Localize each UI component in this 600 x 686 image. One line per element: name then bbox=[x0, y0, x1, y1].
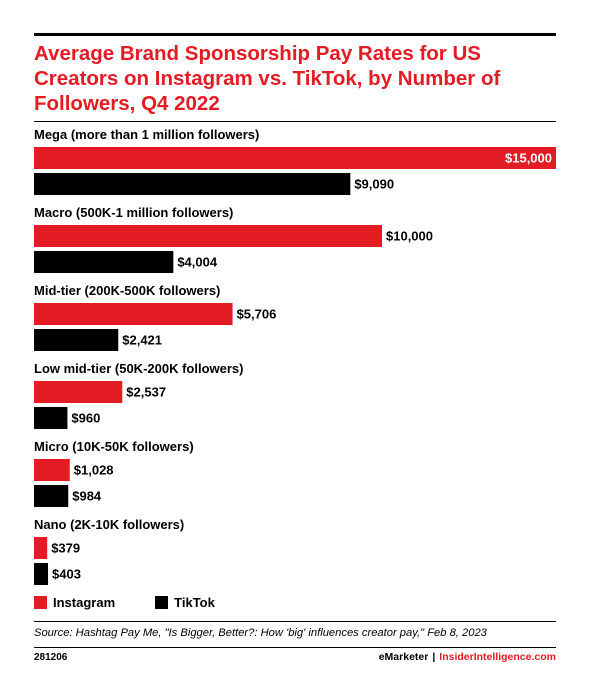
legend-swatch-instagram bbox=[34, 596, 47, 609]
bar-instagram-low bbox=[34, 381, 123, 403]
value-label-tiktok-nano: $403 bbox=[52, 567, 81, 582]
legend-item-tiktok: TikTok bbox=[155, 595, 215, 610]
legend-item-instagram: Instagram bbox=[34, 595, 115, 610]
bar-instagram-macro bbox=[34, 225, 382, 247]
value-label-tiktok-macro: $4,004 bbox=[177, 255, 218, 270]
value-label-tiktok-micro: $984 bbox=[72, 489, 102, 504]
chart-id: 281206 bbox=[34, 652, 68, 663]
category-label-mega: Mega (more than 1 million followers) bbox=[34, 127, 259, 142]
legend-label-tiktok: TikTok bbox=[174, 595, 215, 610]
bar-chart: Mega (more than 1 million followers) $15,… bbox=[34, 127, 556, 585]
category-label-low: Low mid-tier (50K-200K followers) bbox=[34, 361, 243, 376]
chart-title: Average Brand Sponsorship Pay Rates for … bbox=[34, 42, 501, 115]
bar-tiktok-micro bbox=[34, 485, 69, 507]
bar-tiktok-mega bbox=[34, 173, 351, 195]
bar-instagram-mega bbox=[34, 147, 556, 169]
credits: eMarketer | InsiderIntelligence.com bbox=[379, 651, 556, 663]
source-rule bbox=[34, 621, 556, 622]
value-label-instagram-macro: $10,000 bbox=[386, 229, 433, 244]
category-label-mid-tier: Mid-tier (200K-500K followers) bbox=[34, 283, 220, 298]
category-label-nano: Nano (2K-10K followers) bbox=[34, 517, 184, 532]
credits-separator: | bbox=[432, 651, 436, 663]
footer-rule bbox=[34, 647, 556, 648]
value-label-instagram-micro: $1,028 bbox=[74, 463, 114, 478]
legend: Instagram TikTok bbox=[34, 595, 255, 610]
bar-tiktok-nano bbox=[34, 563, 49, 585]
value-label-instagram-mega: $15,000 bbox=[505, 151, 552, 166]
bar-instagram-nano bbox=[34, 537, 48, 559]
bar-instagram-mid-tier bbox=[34, 303, 233, 325]
value-label-tiktok-low: $960 bbox=[71, 411, 100, 426]
value-label-instagram-low: $2,537 bbox=[126, 385, 166, 400]
legend-swatch-tiktok bbox=[155, 596, 169, 609]
value-label-tiktok-mega: $9,090 bbox=[354, 177, 394, 192]
source-note: Source: Hashtag Pay Me, "Is Bigger, Bett… bbox=[34, 627, 487, 639]
value-label-tiktok-mid-tier: $2,421 bbox=[122, 333, 162, 348]
value-label-instagram-mid-tier: $5,706 bbox=[237, 307, 277, 322]
legend-label-instagram: Instagram bbox=[53, 595, 116, 610]
insider-intelligence-credit: InsiderIntelligence.com bbox=[439, 651, 556, 663]
value-label-instagram-nano: $379 bbox=[51, 541, 80, 556]
bar-instagram-micro bbox=[34, 459, 70, 481]
category-label-micro: Micro (10K-50K followers) bbox=[34, 439, 194, 454]
bar-tiktok-macro bbox=[34, 251, 174, 273]
bar-tiktok-low bbox=[34, 407, 68, 429]
emarketer-credit: eMarketer bbox=[378, 651, 429, 663]
title-rule bbox=[34, 121, 556, 122]
top-rule bbox=[34, 33, 556, 36]
category-label-macro: Macro (500K-1 million followers) bbox=[34, 205, 233, 220]
bar-tiktok-mid-tier bbox=[34, 329, 119, 351]
